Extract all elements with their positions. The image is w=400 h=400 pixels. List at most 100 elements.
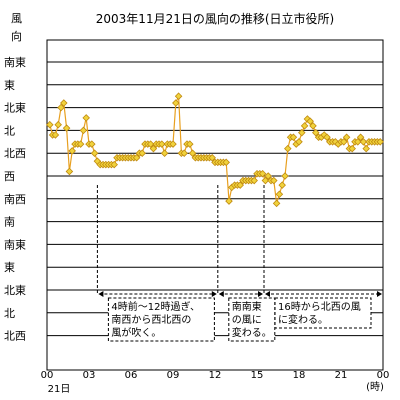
y-axis-label-1: 風 [11,12,22,25]
data-point [340,138,348,146]
y-tick-label: 北西 [4,330,26,343]
data-point [342,133,351,142]
data-point [261,176,270,185]
annotation-text: 変わる。 [232,326,272,339]
annotation-text: 風が吹く。 [111,326,161,339]
y-tick-label: 北 [4,307,15,320]
data-point [258,169,267,178]
x-axis-day-label: 21日 [48,384,71,395]
data-point [354,138,362,146]
x-tick-label: 09 [167,370,180,381]
data-point [54,120,62,129]
annotation-arrow-head [211,291,217,297]
data-point [225,197,233,205]
chart-title: 2003年11月21日の風向の推移(日立市役所) [96,11,334,26]
annotation-box [107,297,215,342]
data-point [79,126,88,135]
annotation-arrow-head [98,291,104,297]
x-tick-label: 00 [377,370,390,381]
data-point [65,167,74,176]
y-tick-label: 南東 [4,238,26,251]
annotation-text: 4時前～12時過ぎ、 [111,300,200,313]
data-point [376,138,384,146]
data-point [270,176,278,185]
data-point [132,153,141,162]
data-point [68,147,76,155]
data-point [272,199,281,208]
data-point [82,114,90,122]
x-tick-label: 15 [251,370,264,381]
data-point [356,133,365,142]
annotation-text: 南西から西北西の [111,313,191,326]
data-point [275,190,284,199]
annotation-text: の風に [232,314,262,326]
data-point [306,117,314,126]
data-point [278,181,286,189]
data-point [359,138,368,146]
data-point [146,140,155,148]
data-point [57,103,65,112]
data-point [60,99,68,107]
y-tick-label: 東 [4,261,15,274]
x-tick-label: 12 [209,370,222,381]
annotation-box [228,297,276,342]
data-point [236,181,244,189]
y-tick-label: 北 [4,124,15,137]
y-tick-label: 東 [4,79,15,92]
data-point [309,122,317,130]
data-point [88,140,96,148]
data-point [186,140,194,148]
data-point [250,176,258,185]
y-axis-label-2: 向 [11,29,22,43]
data-point [222,158,230,167]
data-point [298,128,306,137]
x-axis-unit-label: (時) [366,381,384,393]
annotation-arrow-head [377,291,382,297]
data-point [264,172,272,180]
data-point [138,149,146,157]
data-point [362,144,370,153]
y-tick-label: 南西 [4,193,26,206]
x-tick-label: 03 [83,370,96,381]
y-tick-label: 北東 [4,102,26,115]
y-tick-label: 北東 [4,284,26,297]
x-tick-label: 00 [41,370,54,381]
data-point [312,128,320,137]
data-point [284,144,292,153]
annotation-text: に変わる。 [278,313,328,326]
data-point [46,120,54,129]
annotation-text: 16時から北西の風 [278,301,361,313]
annotation-text: 南南東 [232,300,262,313]
annotation-arrow-head [265,291,270,297]
data-point [281,172,289,180]
data-point [51,131,60,139]
x-tick-label: 18 [293,370,306,381]
data-point [208,153,216,162]
data-point [169,140,177,148]
data-point [172,99,180,107]
data-point [348,144,356,153]
data-point [90,149,99,157]
series-line [49,95,381,204]
annotation-arrow-head [218,291,224,297]
y-tick-label: 南 [4,216,15,229]
annotation-box [274,297,372,329]
y-tick-label: 南東 [4,56,26,69]
data-point [149,144,158,153]
data-point [158,140,166,148]
plot-frame [46,39,384,371]
data-point [289,133,298,142]
data-point [188,149,197,157]
data-point [323,133,331,142]
y-tick-label: 北西 [4,147,26,160]
data-point [180,149,188,157]
data-point [295,138,303,146]
data-point [300,122,309,130]
data-point [160,149,169,157]
data-point [174,92,183,100]
data-point [110,160,118,169]
x-tick-label: 21 [335,370,348,381]
y-tick-label: 西 [4,170,15,183]
data-point [62,124,71,132]
